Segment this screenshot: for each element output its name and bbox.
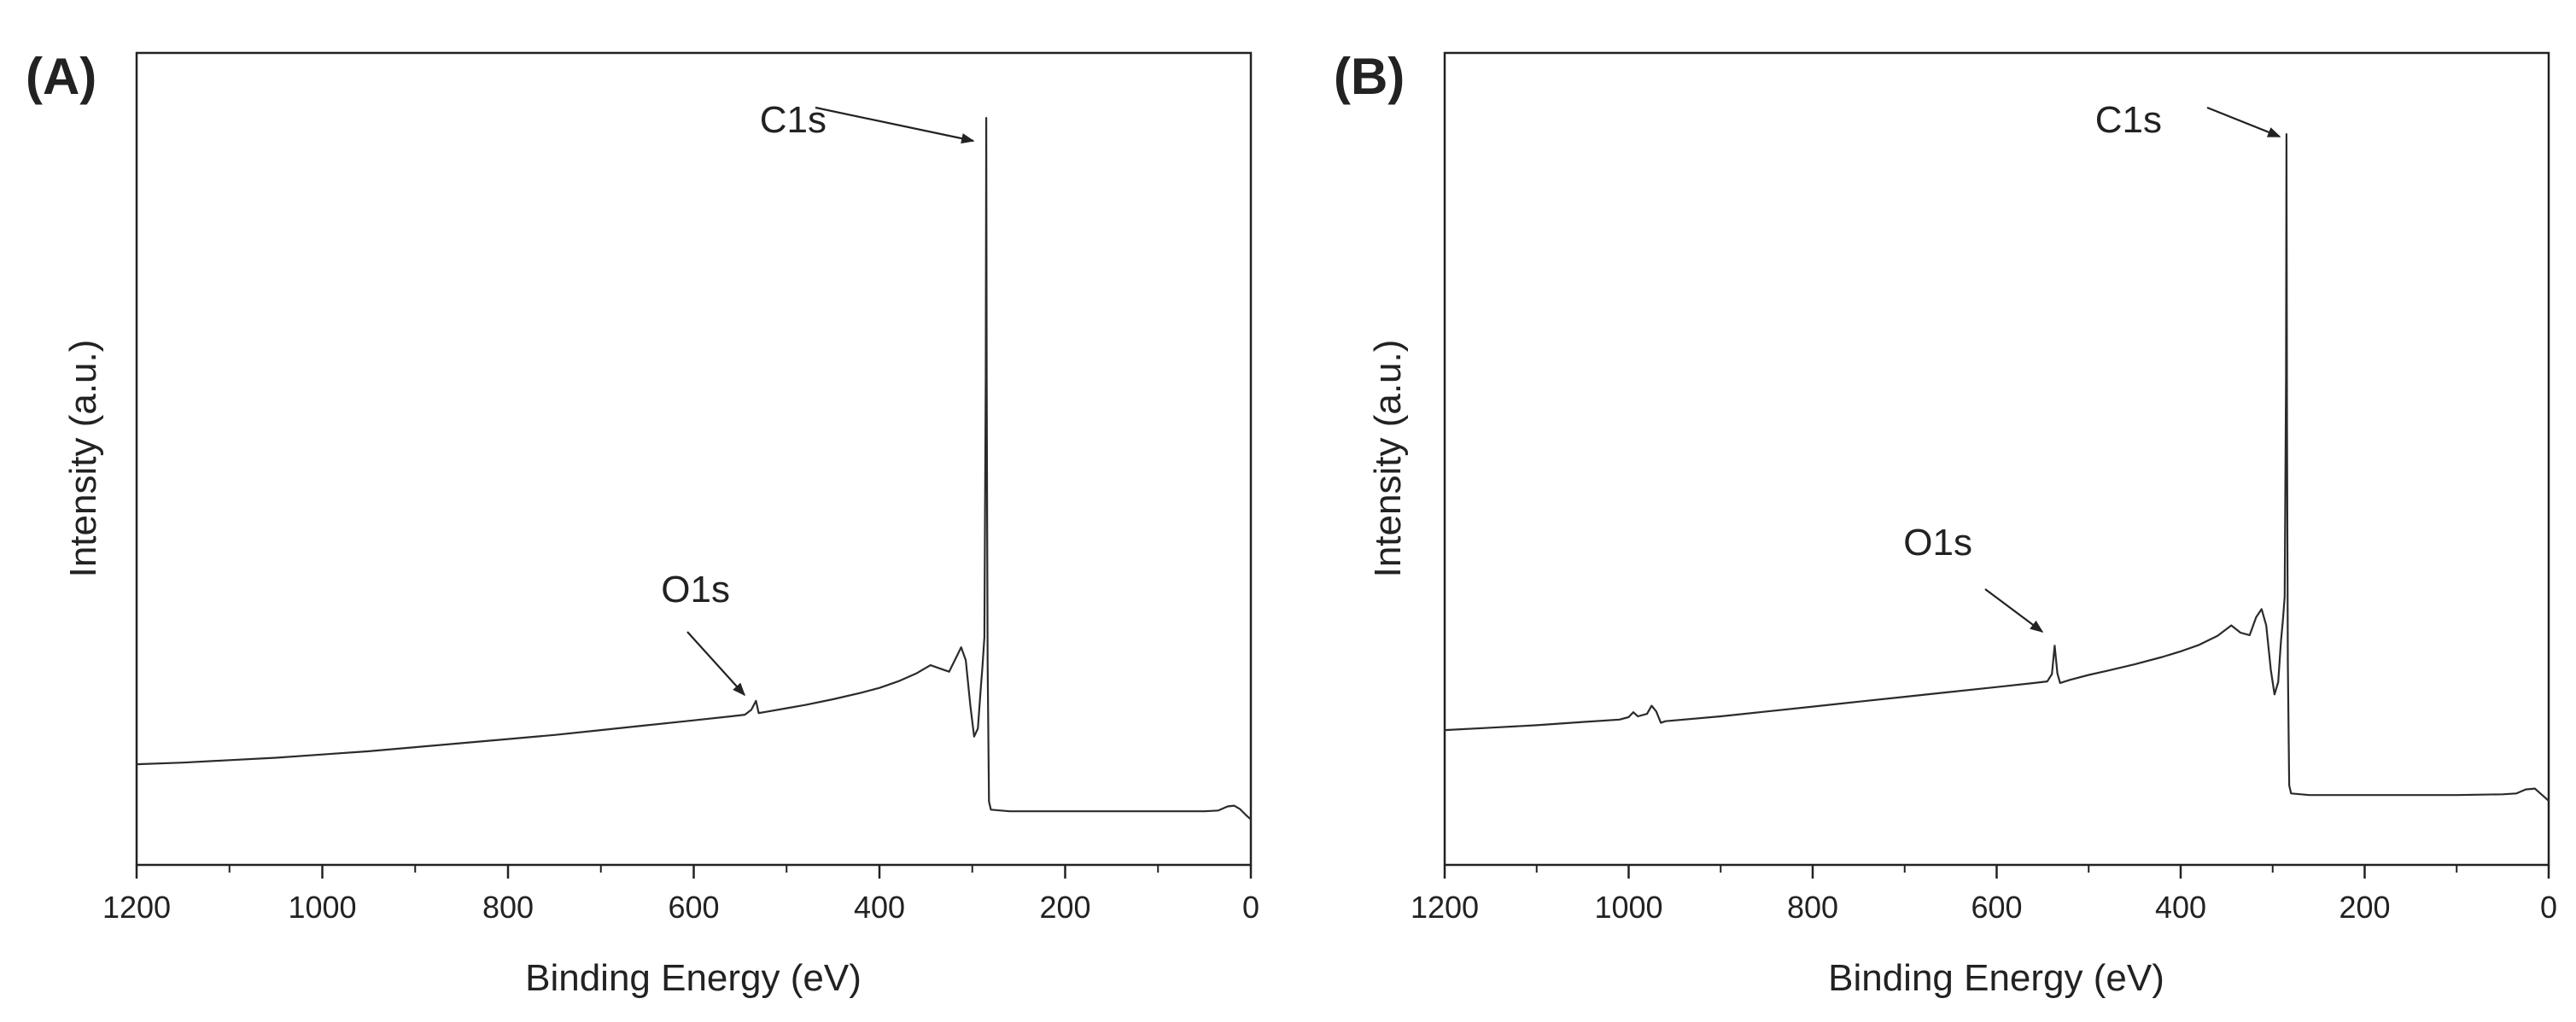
x-tick-label: 0 bbox=[2540, 890, 2557, 925]
x-tick-label: 800 bbox=[482, 890, 534, 925]
peak-arrow-o1s bbox=[686, 631, 746, 697]
x-tick-label: 1200 bbox=[1411, 890, 1479, 925]
x-tick-label: 1200 bbox=[102, 890, 171, 925]
x-tick-label: 200 bbox=[1039, 890, 1090, 925]
panel-label: (A) bbox=[26, 48, 96, 105]
peak-arrow-c1s bbox=[2206, 106, 2281, 138]
peak-arrow-o1s bbox=[1984, 588, 2044, 633]
x-tick-label: 0 bbox=[1242, 890, 1259, 925]
x-tick-label: 400 bbox=[2155, 890, 2206, 925]
peak-label-o1s: O1s bbox=[661, 569, 730, 610]
peak-label-c1s: C1s bbox=[760, 99, 827, 141]
x-tick-label: 400 bbox=[854, 890, 905, 925]
chart-panel-a: (A) Intensity (a.u.) Binding Energy (eV)… bbox=[26, 48, 1259, 999]
x-axis-label: Binding Energy (eV) bbox=[1828, 957, 2164, 999]
x-tick-label: 1000 bbox=[288, 890, 356, 925]
x-tick-label: 600 bbox=[1971, 890, 2022, 925]
spectrum-line bbox=[136, 117, 1252, 821]
peak-arrow-c1s bbox=[815, 106, 975, 144]
x-tick-label: 800 bbox=[1787, 890, 1838, 925]
y-axis-label: Intensity (a.u.) bbox=[1367, 340, 1409, 578]
x-tick-label: 1000 bbox=[1594, 890, 1662, 925]
panel-label: (B) bbox=[1334, 48, 1405, 105]
x-axis-label: Binding Energy (eV) bbox=[525, 957, 862, 999]
peak-label-c1s: C1s bbox=[2095, 99, 2162, 141]
x-tick-label: 200 bbox=[2339, 890, 2390, 925]
y-axis-label: Intensity (a.u.) bbox=[62, 340, 104, 578]
chart-panel-b: (B) Intensity (a.u.) Binding Energy (eV)… bbox=[1334, 48, 2557, 999]
spectrum-line bbox=[1444, 133, 2550, 802]
x-tick-label: 600 bbox=[668, 890, 719, 925]
peak-label-o1s: O1s bbox=[1903, 522, 1972, 564]
